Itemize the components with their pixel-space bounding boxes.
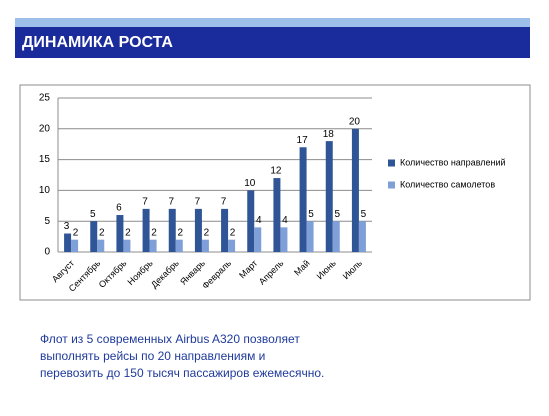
y-tick-label: 5 [44, 216, 50, 227]
value-label: 2 [177, 227, 183, 238]
value-label: 6 [116, 203, 122, 214]
bar [90, 221, 98, 252]
value-label: 2 [99, 227, 105, 238]
bar [221, 208, 229, 252]
value-label: 3 [64, 221, 70, 232]
legend-label: Количество направлений [400, 157, 506, 167]
y-tick-label: 0 [44, 247, 50, 258]
legend-label: Количество самолетов [400, 179, 495, 189]
bar [201, 239, 209, 252]
legend-swatch [388, 159, 395, 167]
bar [97, 239, 105, 252]
value-label: 7 [195, 197, 201, 208]
value-label: 2 [73, 227, 79, 238]
value-label: 2 [230, 227, 236, 238]
bar [332, 221, 340, 252]
y-tick-label: 10 [39, 185, 51, 196]
slide-title: ДИНАМИКА РОСТА [22, 34, 173, 51]
value-label: 2 [151, 227, 157, 238]
bar [247, 190, 255, 252]
value-label: 17 [297, 135, 309, 146]
value-label: 2 [125, 227, 131, 238]
y-tick-label: 25 [39, 93, 51, 104]
bar [71, 239, 79, 252]
bar [149, 239, 157, 252]
bar [306, 221, 314, 252]
bar [280, 227, 288, 252]
value-label: 12 [270, 166, 282, 177]
bar [228, 239, 236, 252]
bar [325, 141, 333, 252]
bar [351, 128, 359, 252]
value-label: 10 [244, 178, 256, 189]
value-label: 20 [349, 116, 361, 127]
y-tick-label: 15 [39, 154, 51, 165]
value-label: 5 [334, 209, 340, 220]
value-label: 4 [256, 215, 262, 226]
bar [254, 227, 262, 252]
value-label: 18 [323, 129, 335, 140]
value-label: 5 [308, 209, 314, 220]
bar [116, 215, 124, 252]
value-label: 4 [282, 215, 288, 226]
caption-line: Флот из 5 современных Airbus A320 позвол… [40, 332, 300, 346]
bar [358, 221, 366, 252]
bar [273, 178, 281, 252]
title-bar [15, 27, 530, 58]
value-label: 7 [221, 197, 227, 208]
value-label: 5 [361, 209, 367, 220]
y-tick-label: 20 [39, 123, 51, 134]
value-label: 2 [204, 227, 210, 238]
caption-line: перевозить до 150 тысяч пассажиров ежеме… [40, 366, 324, 380]
bar [123, 239, 131, 252]
title-accent [15, 18, 530, 27]
value-label: 7 [168, 197, 174, 208]
bar [168, 208, 176, 252]
caption-line: выполнять рейсы по 20 направлениям и [40, 349, 265, 363]
bar [142, 208, 150, 252]
bar [175, 239, 183, 252]
bar [64, 233, 72, 252]
value-label: 7 [142, 197, 148, 208]
bar [194, 208, 202, 252]
legend-swatch [388, 181, 395, 189]
value-label: 5 [90, 209, 96, 220]
bar [299, 147, 307, 252]
